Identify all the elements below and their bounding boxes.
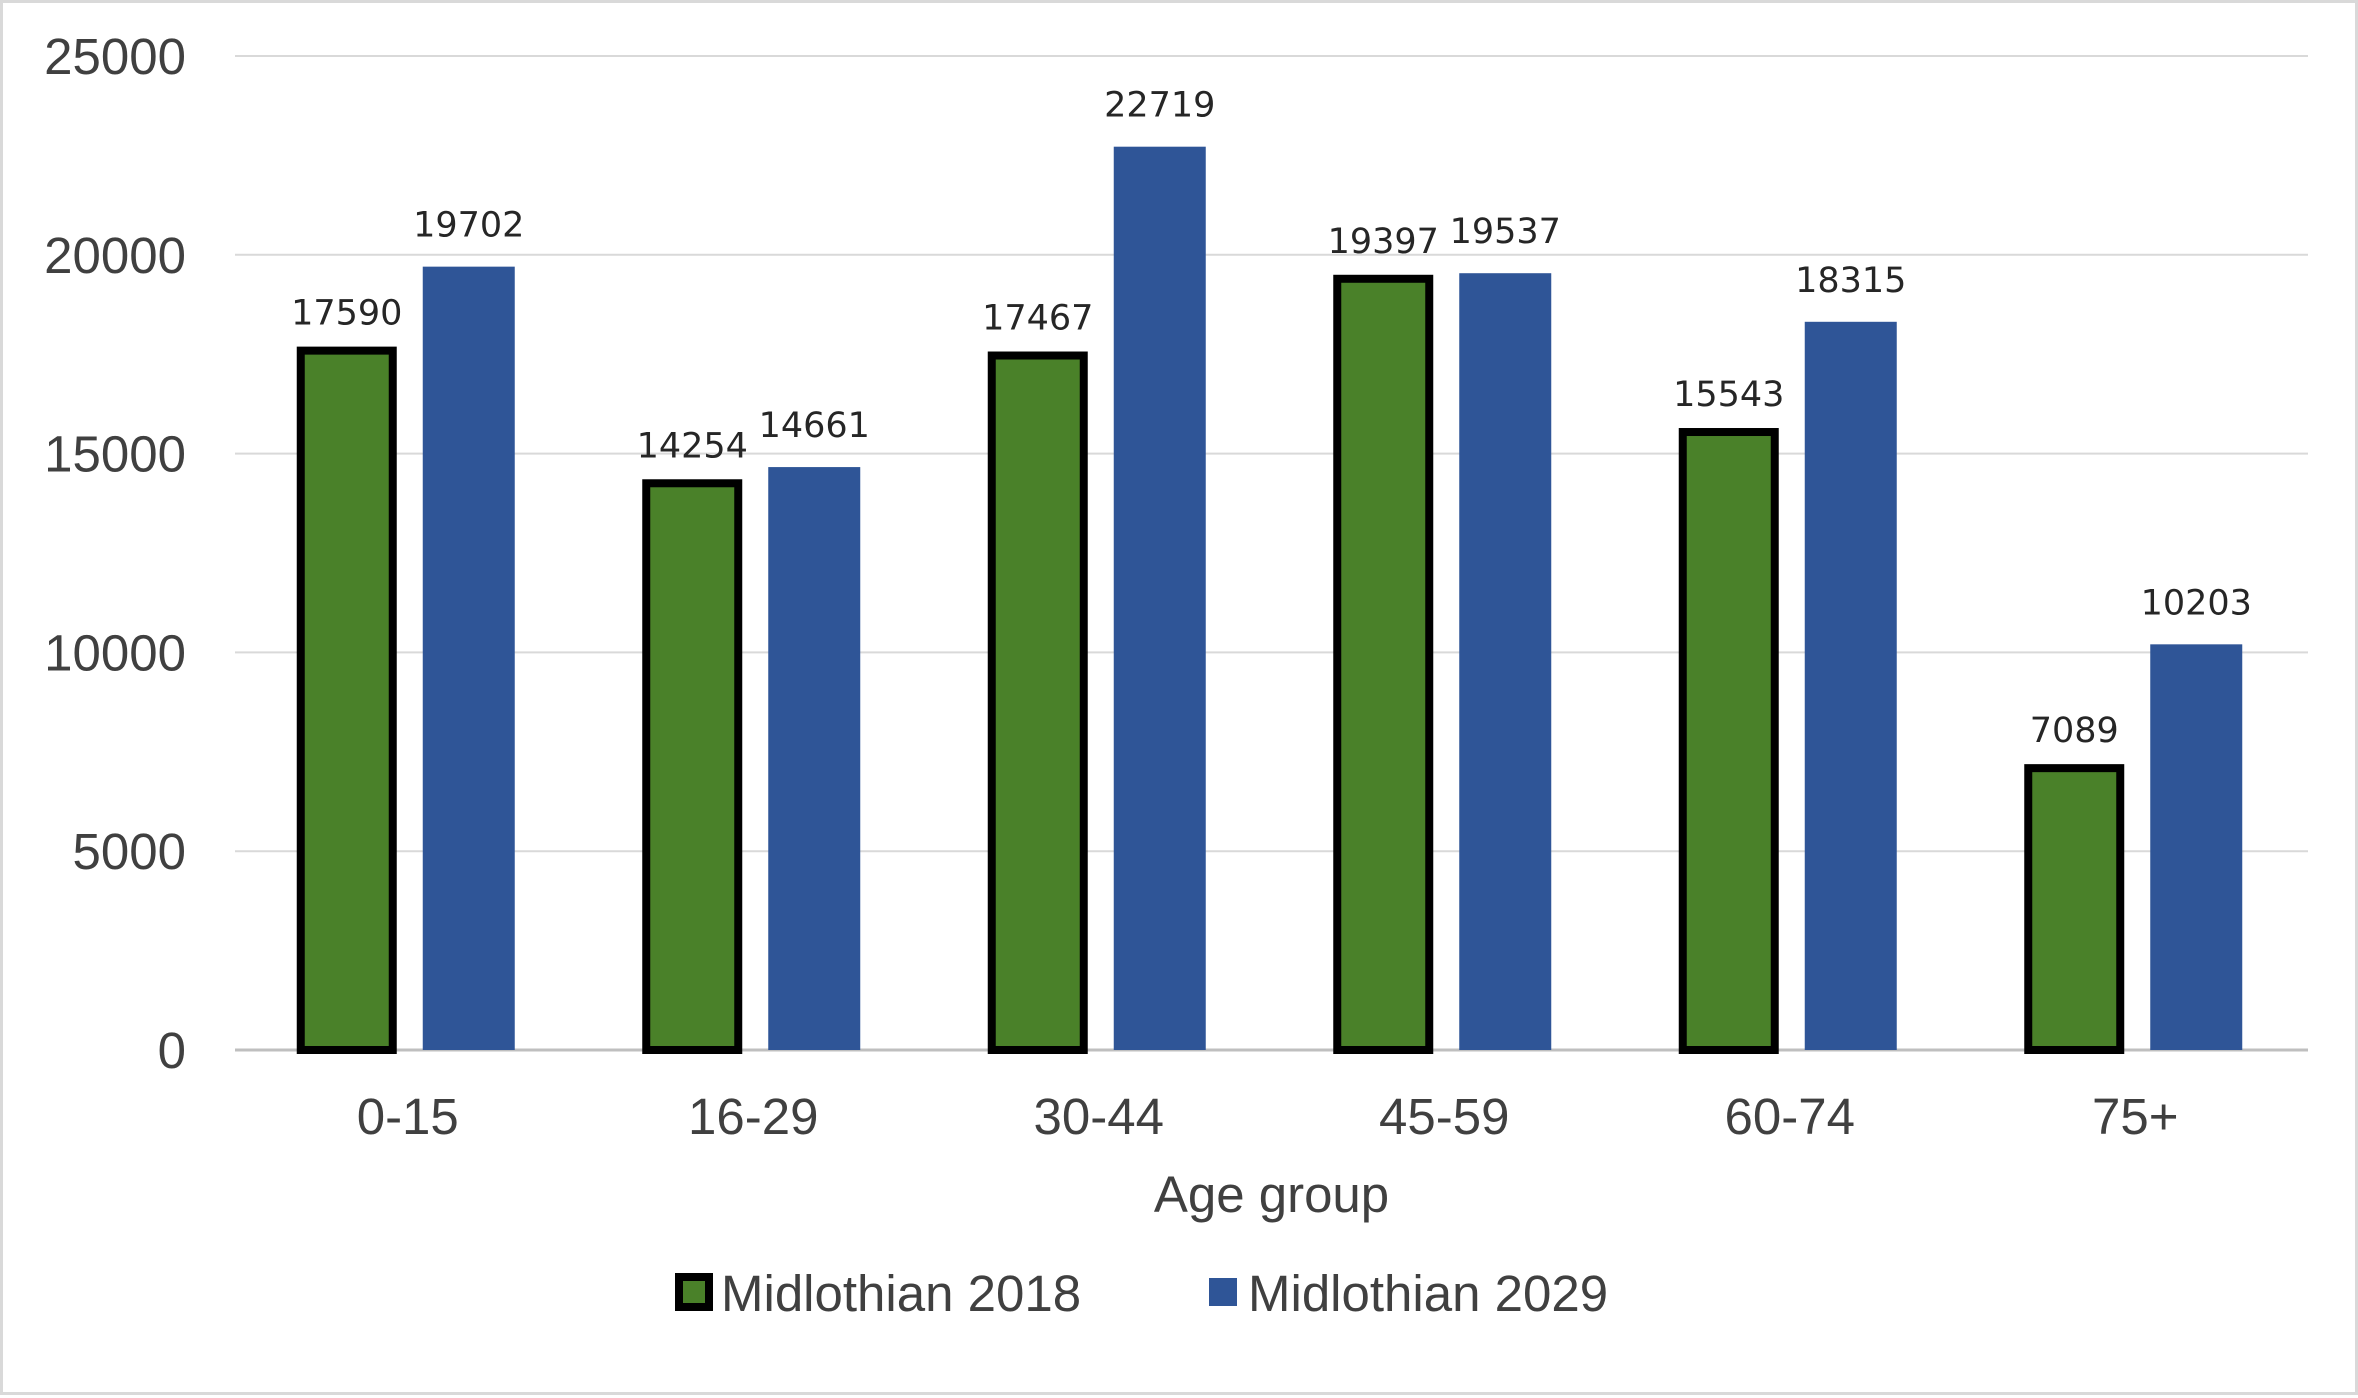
legend-label: Midlothian 2018 — [721, 1265, 1081, 1322]
data-label: 15543 — [1673, 375, 1784, 415]
data-label: 19397 — [1328, 222, 1439, 262]
bar-midlothian-2029 — [1804, 321, 1897, 1050]
y-tick-label: 25000 — [44, 28, 186, 85]
x-tick-label: 75+ — [2092, 1088, 2179, 1145]
bar-midlothian-2018 — [642, 479, 743, 1054]
data-label: 19537 — [1450, 212, 1561, 252]
x-axis-title: Age group — [1154, 1166, 1389, 1223]
data-label: 17467 — [982, 299, 1093, 339]
x-tick-label: 0-15 — [357, 1088, 459, 1145]
legend-swatch — [1209, 1278, 1237, 1306]
bar-midlothian-2018 — [296, 346, 397, 1055]
bar-midlothian-2018 — [1678, 428, 1779, 1054]
bar-midlothian-2029 — [1113, 146, 1206, 1050]
legend: Midlothian 2018 Midlothian 2029 — [675, 1265, 1608, 1322]
legend-swatch — [675, 1273, 713, 1311]
data-label: 18315 — [1795, 261, 1906, 301]
y-tick-label: 5000 — [73, 823, 186, 880]
bar-midlothian-2018 — [2024, 764, 2125, 1054]
x-tick-label: 16-29 — [688, 1088, 818, 1145]
y-tick-label: 20000 — [44, 227, 186, 284]
x-tick-label: 45-59 — [1379, 1088, 1509, 1145]
y-tick-label: 10000 — [44, 624, 186, 681]
data-labels: 17590 19702 14254 14661 17467 22719 19397 19537… — [291, 86, 2252, 751]
y-tick-label: 15000 — [44, 426, 186, 483]
bars — [296, 146, 2243, 1055]
x-axis-ticks: 0-15 16-29 30-44 45-59 60-74 75+ — [357, 1088, 2179, 1145]
x-tick-label: 60-74 — [1725, 1088, 1855, 1145]
data-label: 7089 — [2030, 711, 2119, 751]
data-label: 14254 — [637, 426, 748, 466]
bar-midlothian-2018 — [1333, 274, 1434, 1054]
bar-midlothian-2029 — [768, 467, 861, 1051]
data-label: 10203 — [2141, 583, 2252, 623]
bar-chart: 0 5000 10000 15000 20000 25000 17590 19702 1425… — [44, 28, 2308, 1322]
data-label: 17590 — [291, 294, 402, 334]
data-label: 22719 — [1104, 86, 1215, 126]
bar-midlothian-2029 — [1459, 273, 1552, 1051]
legend-label: Midlothian 2029 — [1248, 1265, 1608, 1322]
bar-midlothian-2029 — [422, 266, 515, 1051]
y-axis-ticks: 0 5000 10000 15000 20000 25000 — [44, 28, 186, 1079]
y-tick-label: 0 — [158, 1022, 186, 1079]
bar-midlothian-2029 — [2150, 644, 2243, 1050]
gridlines — [235, 55, 2308, 1052]
data-label: 14661 — [759, 406, 870, 446]
legend-item-midlothian-2018: Midlothian 2018 — [675, 1265, 1081, 1322]
data-label: 19702 — [413, 206, 524, 246]
legend-item-midlothian-2029: Midlothian 2029 — [1209, 1265, 1608, 1322]
x-tick-label: 30-44 — [1034, 1088, 1164, 1145]
bar-midlothian-2018 — [987, 351, 1088, 1054]
